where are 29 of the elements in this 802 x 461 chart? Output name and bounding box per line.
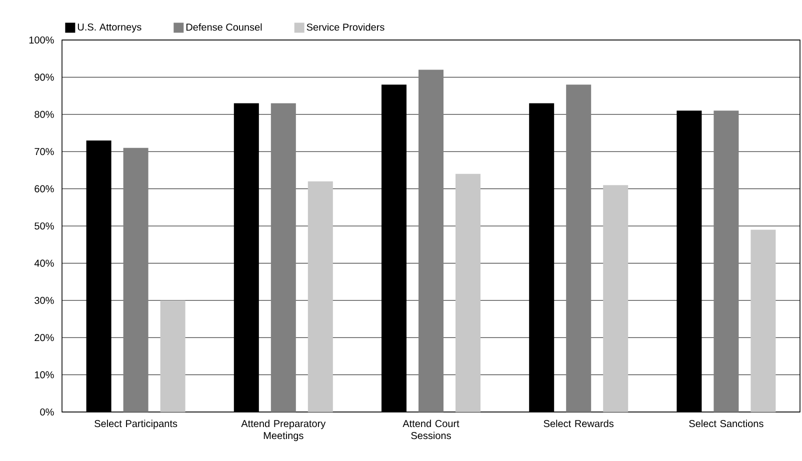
y-tick-label: 10% [34,371,54,378]
legend-label: Service Providers [306,23,384,31]
bar [566,84,592,412]
y-tick-label: 50% [34,222,54,230]
bar [308,181,333,412]
x-tick-label: Select Participants [94,420,178,430]
y-tick-label: 70% [34,148,54,156]
bar [160,300,186,412]
y-tick-label: 30% [34,296,54,304]
bar [123,148,148,412]
y-tick-label: 40% [34,260,54,267]
legend-label: Defense Counsel [186,23,262,31]
y-tick-label: 90% [34,74,54,81]
bar [270,103,296,412]
x-tick-label: Attend Court Sessions [402,420,460,440]
x-tick-label: Select Rewards [544,420,614,428]
y-tick-label: 100% [29,36,54,44]
bar [714,110,739,412]
bar [418,70,444,412]
y-tick-label: 80% [34,110,54,118]
y-tick-label: 20% [34,334,54,342]
x-tick-label: Attend Preparatory Meetings [241,420,326,442]
y-tick-label: 60% [34,185,54,192]
bar [456,174,481,412]
x-tick-label: Select Sanctions [689,420,764,428]
legend-label: U.S. Attorneys [78,23,142,33]
bar [603,185,628,412]
y-tick-label: 0% [40,408,54,416]
bar [750,230,776,412]
